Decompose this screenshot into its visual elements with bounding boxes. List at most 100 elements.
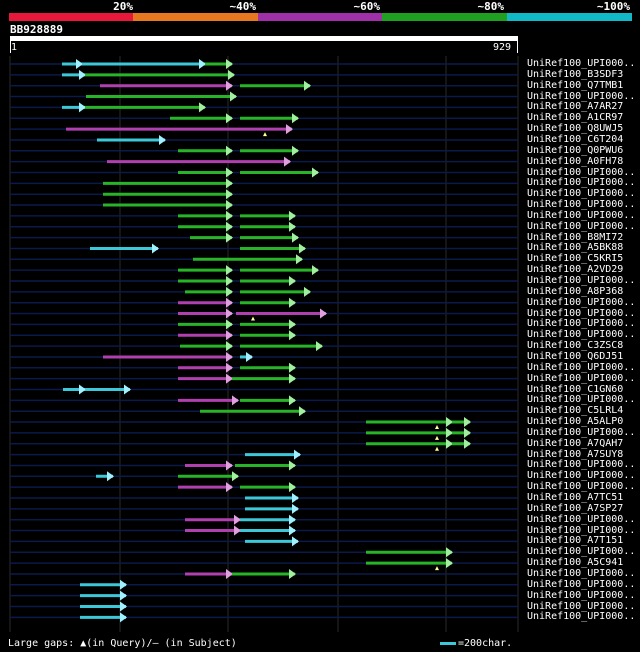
hit-label[interactable]: UniRef100_C1GN60 — [527, 383, 624, 395]
query-gap-icon — [435, 566, 439, 571]
hit-arrow-icon — [226, 265, 233, 276]
hit-label[interactable]: UniRef100_A7QAH7 — [527, 437, 624, 449]
hit-label[interactable]: UniRef100_Q6DJ51 — [527, 350, 624, 362]
hit-label[interactable]: UniRef100_A7SUY8 — [527, 448, 624, 460]
hit-label[interactable]: UniRef100_A7SP27 — [527, 502, 624, 514]
hit-label[interactable]: UniRef100_UPI000.. — [527, 470, 636, 482]
legend-bar-2 — [133, 13, 259, 21]
query-id: BB928889 — [10, 23, 63, 36]
hit-label[interactable]: UniRef100_A2VD29 — [527, 264, 624, 276]
hit-arrow-icon — [226, 286, 233, 297]
hit-arrow-icon — [226, 189, 233, 200]
hit-label[interactable]: UniRef100_UPI000.. — [527, 372, 636, 384]
hit-label[interactable]: UniRef100_Q8UWJ5 — [527, 123, 624, 135]
hit-arrow-icon — [79, 384, 86, 395]
hit-arrow-icon — [289, 514, 296, 525]
query-gap-icon — [435, 425, 439, 430]
hit-arrow-icon — [289, 568, 296, 579]
hit-label[interactable]: UniRef100_UPI000.. — [527, 199, 636, 211]
hit-label[interactable]: UniRef100_UPI000.. — [527, 567, 636, 579]
hit-label[interactable]: UniRef100_UPI000.. — [527, 318, 636, 330]
identity-color-legend: 20% ~40% ~60% ~80% ~100% — [9, 0, 632, 22]
hit-arrow-icon — [226, 232, 233, 243]
hit-label[interactable]: UniRef100_UPI000.. — [527, 546, 636, 558]
hit-arrow-icon — [284, 156, 291, 167]
hit-label[interactable]: UniRef100_UPI000.. — [527, 459, 636, 471]
hit-arrow-icon — [289, 221, 296, 232]
hit-label[interactable]: UniRef100_UPI000.. — [527, 524, 636, 536]
hit-label[interactable]: UniRef100_UPI000.. — [527, 275, 636, 286]
hit-label[interactable]: UniRef100_UPI000.. — [527, 426, 636, 438]
hit-label[interactable]: UniRef100_A5C941 — [527, 557, 624, 569]
hit-arrow-icon — [76, 59, 83, 69]
hit-arrow-icon — [107, 471, 114, 482]
hit-arrow-icon — [320, 308, 327, 319]
hit-label[interactable]: UniRef100_Q7TMB1 — [527, 79, 624, 91]
hit-label[interactable]: UniRef100_C6T204 — [527, 133, 624, 145]
hit-arrow-icon — [234, 525, 241, 536]
hit-label[interactable]: UniRef100_UPI000.. — [527, 600, 636, 612]
hit-label[interactable]: UniRef100_UPI000.. — [527, 578, 636, 590]
hit-arrow-icon — [199, 59, 206, 69]
hit-label[interactable]: UniRef100_B3SDF3 — [527, 68, 624, 80]
hit-label[interactable]: UniRef100_UPI000.. — [527, 177, 636, 189]
scale-swatch — [440, 642, 456, 645]
hit-arrow-icon — [124, 384, 131, 395]
hit-arrow-icon — [446, 417, 453, 428]
hit-label[interactable]: UniRef100_C3ZSC8 — [527, 340, 624, 352]
hit-arrow-icon — [292, 493, 299, 503]
hit-label[interactable]: UniRef100_UPI000.. — [527, 166, 636, 178]
hit-arrow-icon — [120, 601, 127, 612]
hit-label[interactable]: UniRef100_Q0PWU6 — [527, 144, 624, 156]
hit-label[interactable]: UniRef100_UPI000.. — [527, 209, 636, 221]
hit-arrow-icon — [289, 319, 296, 330]
query-gap-icon — [435, 446, 439, 451]
hit-arrow-icon — [312, 167, 319, 178]
hit-arrow-icon — [246, 351, 253, 362]
hit-arrow-icon — [226, 373, 233, 384]
hit-label[interactable]: UniRef100_UPI000.. — [527, 296, 636, 308]
legend-label-2: ~40% — [229, 0, 257, 13]
hit-label[interactable]: UniRef100_C5LRL4 — [527, 405, 624, 417]
hit-label[interactable]: UniRef100_A0FH78 — [527, 155, 624, 167]
legend-label-4: ~80% — [477, 0, 505, 13]
hit-label[interactable]: UniRef100_B8MI72 — [527, 231, 624, 243]
hit-arrow-icon — [312, 265, 319, 276]
hit-label[interactable]: UniRef100_UPI000.. — [527, 329, 636, 341]
hit-label[interactable]: UniRef100_A7AR27 — [527, 101, 624, 113]
hit-label[interactable]: UniRef100_C5KRI5 — [527, 253, 624, 265]
hit-arrow-icon — [286, 124, 293, 135]
hit-arrow-icon — [152, 243, 159, 254]
hit-arrow-icon — [289, 525, 296, 536]
hit-arrow-icon — [226, 362, 233, 373]
hit-label[interactable]: UniRef100_A7TC51 — [527, 492, 624, 503]
hit-label[interactable]: UniRef100_UPI000.. — [527, 58, 636, 69]
hit-arrow-icon — [120, 579, 127, 590]
hit-label[interactable]: UniRef100_UPI000.. — [527, 589, 636, 601]
hit-arrow-icon — [232, 395, 239, 406]
hit-label[interactable]: UniRef100_UPI000.. — [527, 481, 636, 493]
hit-arrow-icon — [289, 362, 296, 373]
hit-arrow-icon — [289, 297, 296, 308]
hit-arrow-icon — [464, 427, 471, 438]
hit-label[interactable]: UniRef100_UPI000.. — [527, 611, 636, 623]
hit-label[interactable]: UniRef100_A5BK88 — [527, 242, 624, 254]
scale-end-label: 929 — [493, 42, 512, 53]
hit-label[interactable]: UniRef100_A5ALP0 — [527, 416, 624, 428]
hit-label[interactable]: UniRef100_UPI000.. — [527, 513, 636, 525]
hit-label[interactable]: UniRef100_UPI000.. — [527, 90, 636, 102]
hit-label[interactable]: UniRef100_A7T151 — [527, 535, 624, 547]
hit-label[interactable]: UniRef100_UPI000.. — [527, 307, 636, 319]
legend-label-5: ~100% — [596, 0, 630, 13]
hit-arrow-icon — [226, 319, 233, 330]
hit-label[interactable]: UniRef100_UPI000.. — [527, 361, 636, 373]
hit-label[interactable]: UniRef100_A8P368 — [527, 285, 624, 297]
hit-label[interactable]: UniRef100_UPI000.. — [527, 220, 636, 232]
hit-label[interactable]: UniRef100_A1CR97 — [527, 112, 624, 124]
hit-label[interactable]: UniRef100_UPI000.. — [527, 188, 636, 200]
legend-bar-3 — [257, 13, 384, 21]
hit-arrow-icon — [226, 178, 233, 189]
hit-arrow-icon — [226, 276, 233, 286]
scale-tick-start — [10, 41, 11, 53]
hit-label[interactable]: UniRef100_UPI000.. — [527, 394, 636, 406]
